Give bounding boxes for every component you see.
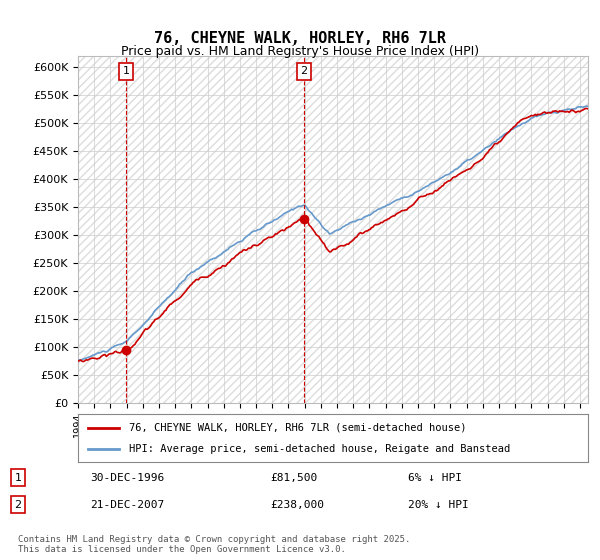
Text: 30-DEC-1996: 30-DEC-1996 bbox=[90, 473, 164, 483]
Text: Contains HM Land Registry data © Crown copyright and database right 2025.
This d: Contains HM Land Registry data © Crown c… bbox=[18, 535, 410, 554]
Text: 1: 1 bbox=[14, 473, 22, 483]
Text: 76, CHEYNE WALK, HORLEY, RH6 7LR (semi-detached house): 76, CHEYNE WALK, HORLEY, RH6 7LR (semi-d… bbox=[129, 423, 467, 433]
Text: 76, CHEYNE WALK, HORLEY, RH6 7LR: 76, CHEYNE WALK, HORLEY, RH6 7LR bbox=[154, 31, 446, 46]
Text: £81,500: £81,500 bbox=[270, 473, 317, 483]
Text: Price paid vs. HM Land Registry's House Price Index (HPI): Price paid vs. HM Land Registry's House … bbox=[121, 45, 479, 58]
Text: 6% ↓ HPI: 6% ↓ HPI bbox=[408, 473, 462, 483]
Text: 1: 1 bbox=[122, 67, 130, 76]
Text: 2: 2 bbox=[14, 500, 22, 510]
Text: HPI: Average price, semi-detached house, Reigate and Banstead: HPI: Average price, semi-detached house,… bbox=[129, 444, 510, 454]
Text: £238,000: £238,000 bbox=[270, 500, 324, 510]
Text: 2: 2 bbox=[301, 67, 308, 76]
Text: 21-DEC-2007: 21-DEC-2007 bbox=[90, 500, 164, 510]
Text: 20% ↓ HPI: 20% ↓ HPI bbox=[408, 500, 469, 510]
